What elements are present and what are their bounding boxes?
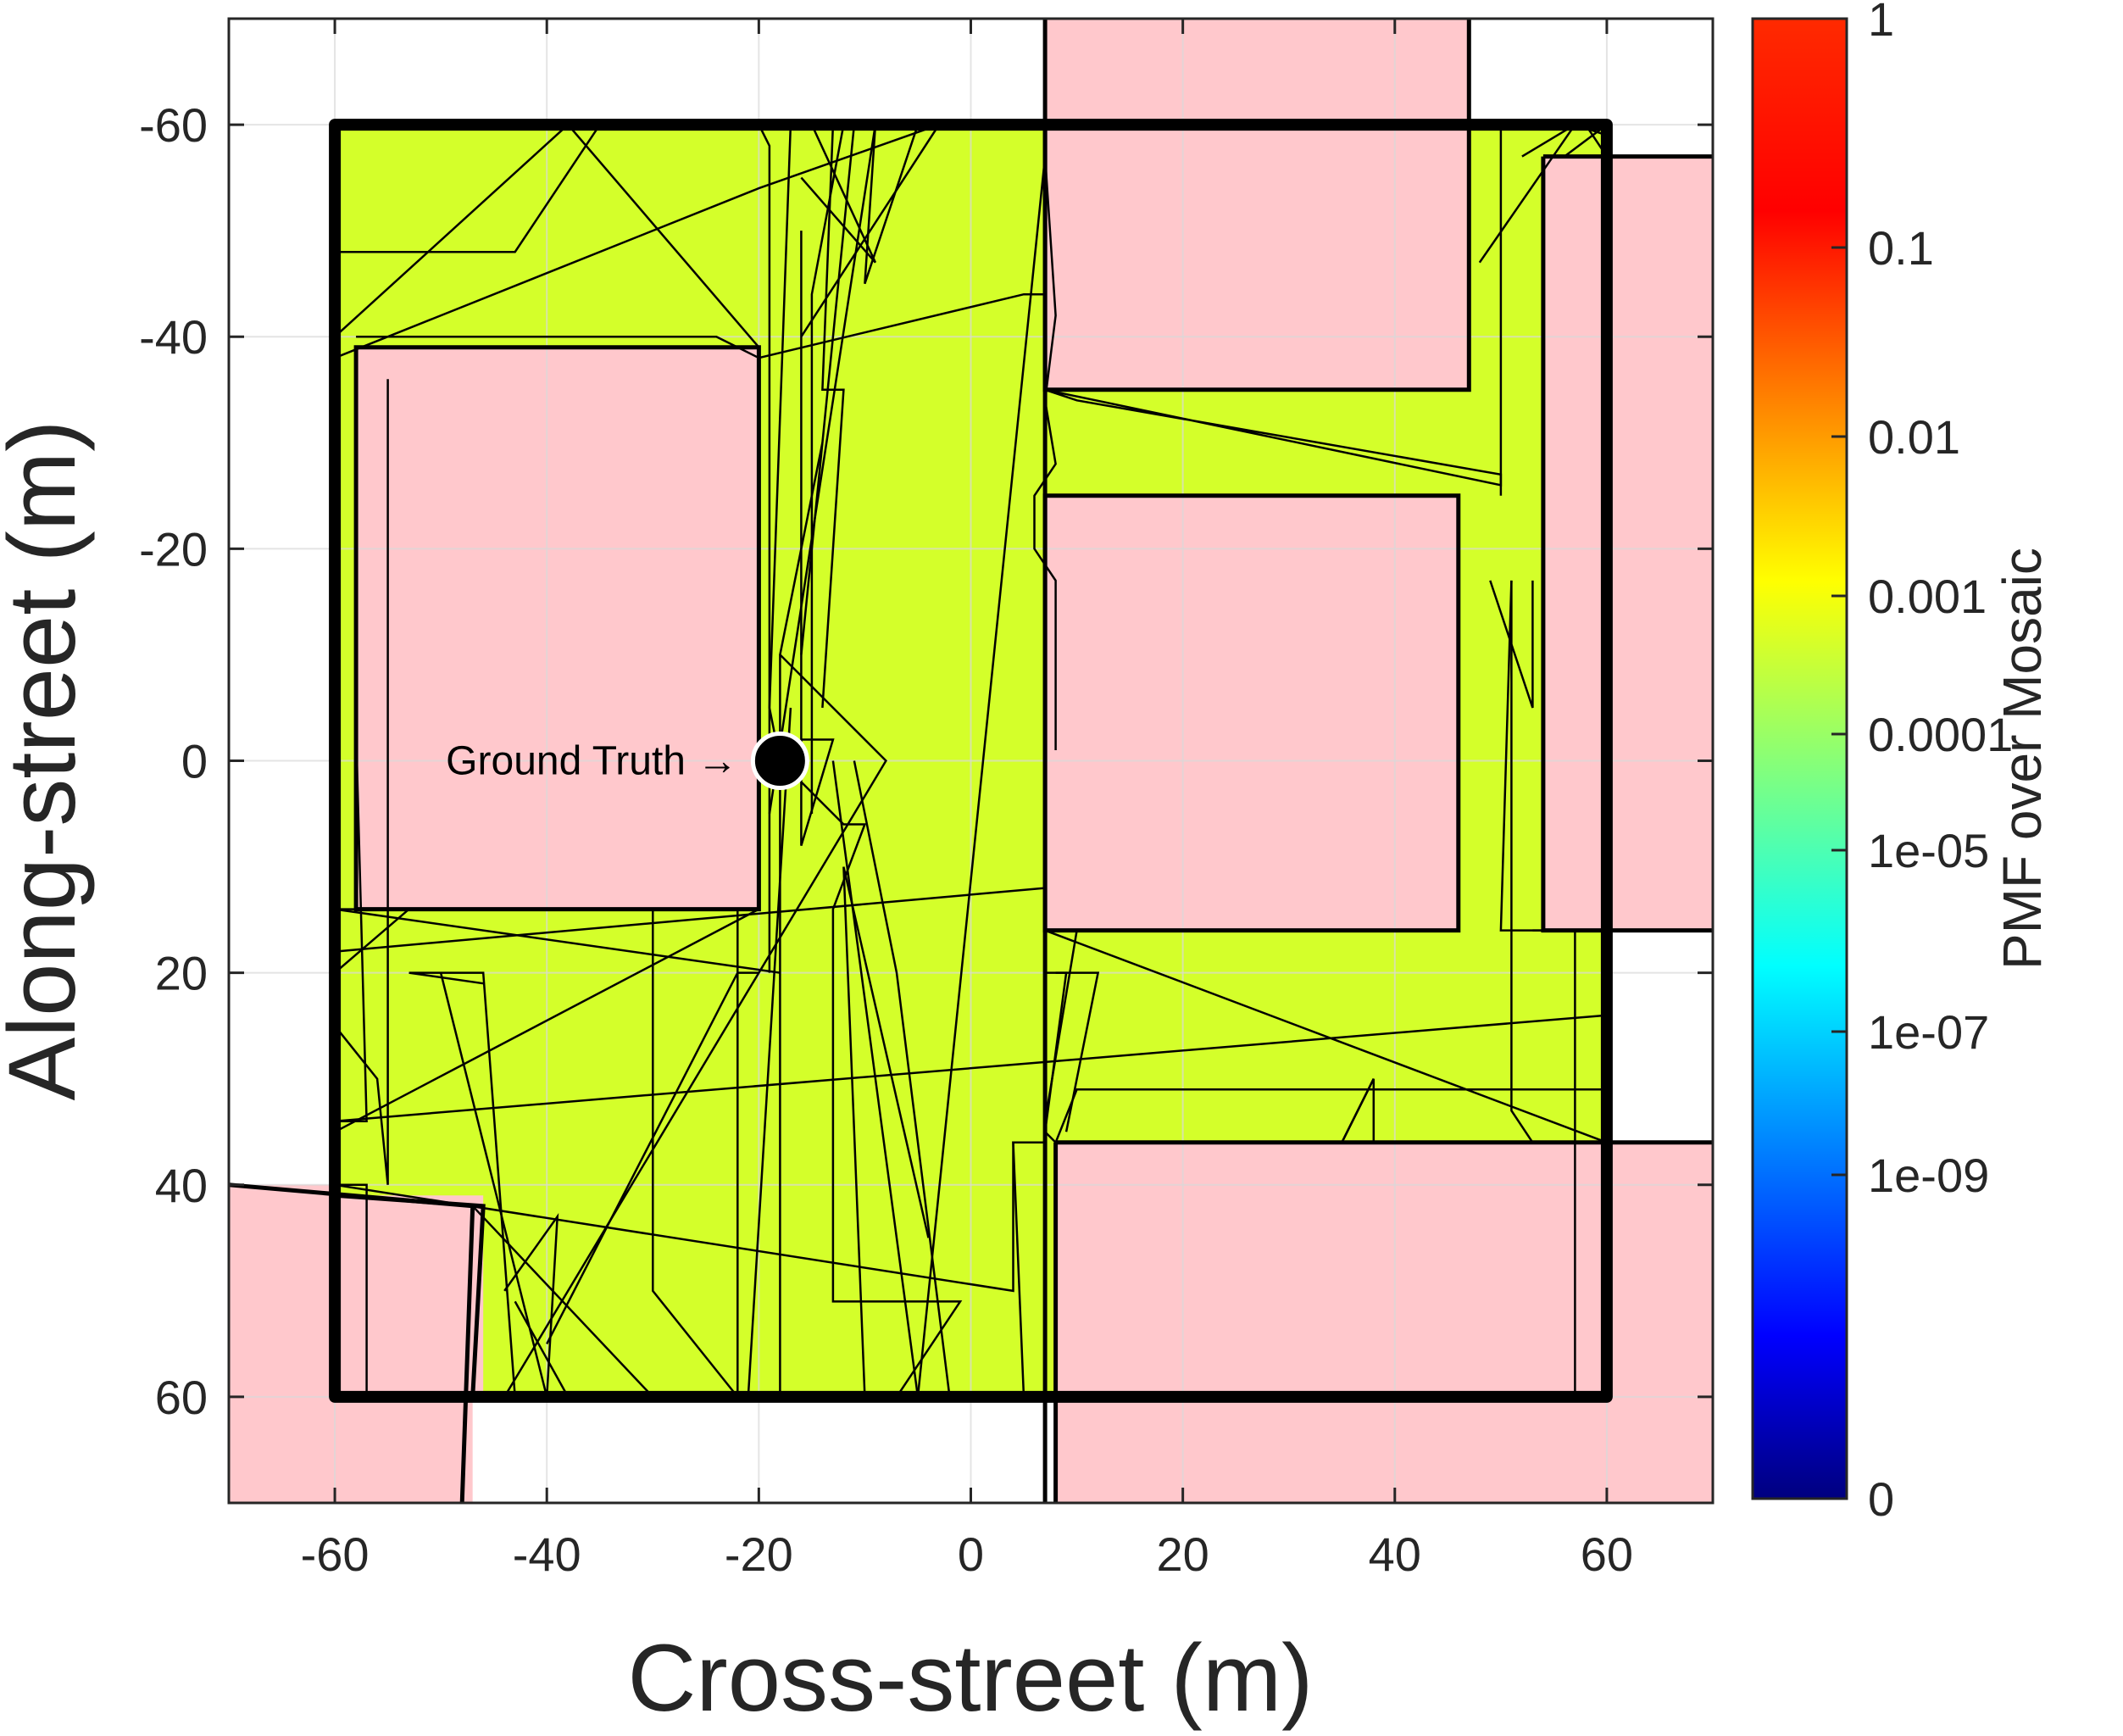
y-axis-ticks: -60 -40 -20 0 20 40 60 <box>139 98 1713 1424</box>
colorbar-tick-label: 1e-07 <box>1868 1005 1989 1059</box>
candidate-path <box>514 1300 570 1398</box>
y-tick-label: 20 <box>155 947 208 1000</box>
colorbar-tick-label: 0.1 <box>1868 221 1934 275</box>
colorbar-tick-label: 1 <box>1868 0 1894 46</box>
building-northeast-inner-overlay <box>1045 125 1470 390</box>
y-tick-label: -40 <box>139 310 208 364</box>
y-tick-label: -60 <box>139 98 208 152</box>
building-outline <box>334 1193 486 1398</box>
building-center-east-block-overlay <box>1045 495 1459 931</box>
candidate-path <box>1510 580 1534 1143</box>
x-tick-label: -60 <box>301 1527 370 1581</box>
candidate-path <box>334 1014 1608 1122</box>
candidate-paths <box>334 123 1610 1399</box>
ground-truth-layer: Ground Truth → <box>446 732 809 790</box>
candidate-path <box>768 125 963 1398</box>
candidate-path <box>842 866 930 1397</box>
candidate-path <box>1054 1088 1607 1143</box>
x-tick-label: 0 <box>958 1527 984 1581</box>
ground-truth-label: Ground Truth → <box>446 739 737 784</box>
candidate-path <box>334 123 940 359</box>
colorbar-tick-label: 0.001 <box>1868 570 1987 623</box>
y-tick-label: 60 <box>155 1371 208 1424</box>
colorbar-tick-label: 1e-05 <box>1868 824 1989 877</box>
mosaic-boundary-line <box>329 119 1613 1403</box>
x-tick-label: -40 <box>513 1527 581 1581</box>
x-tick-label: 20 <box>1156 1527 1209 1581</box>
candidate-path <box>800 231 835 846</box>
colorbar: 1 0.1 0.01 0.001 0.0001 1e-05 1e-07 1e-09 0 PMF … <box>1751 0 2053 1526</box>
x-tick-label: 60 <box>1581 1527 1633 1581</box>
colorbar-tick-label: 0 <box>1868 1472 1894 1526</box>
candidate-path <box>916 156 1057 1398</box>
candidate-path <box>335 124 601 253</box>
building-southeast-inner-overlay <box>1055 1142 1607 1397</box>
candidate-path <box>831 760 920 1398</box>
building-southwest-inner-overlay <box>335 1195 484 1397</box>
plot-area: Ground Truth → <box>227 17 1715 1505</box>
candidate-path <box>408 971 516 1397</box>
candidate-path <box>1055 971 1100 1132</box>
colorbar-tick-label: 1e-09 <box>1868 1149 1989 1202</box>
candidate-path <box>334 908 781 974</box>
colorbar-tick-label: 0.01 <box>1868 410 1960 464</box>
candidate-path <box>747 707 792 1397</box>
candidate-path <box>503 1213 559 1397</box>
colorbar-title: PMF over Mosaic <box>1992 548 2053 970</box>
x-tick-label: 40 <box>1369 1527 1421 1581</box>
candidate-path <box>652 909 739 1398</box>
colorbar-ticks: 1 0.1 0.01 0.001 0.0001 1e-05 1e-07 1e-09 0 <box>1831 0 2013 1526</box>
x-axis-title: Cross-street (m) <box>628 1625 1314 1731</box>
candidate-path <box>1012 1141 1046 1397</box>
y-tick-label: 0 <box>181 735 208 788</box>
candidate-path <box>335 1183 368 1397</box>
candidate-path <box>800 124 877 264</box>
building-outline <box>353 345 761 912</box>
x-axis-ticks: -60 -40 -20 0 20 40 60 <box>301 19 1633 1581</box>
candidate-path <box>334 379 389 1185</box>
building-outline <box>1541 156 1713 933</box>
candidate-path <box>503 442 887 1398</box>
mosaic-boundary <box>329 119 1613 1403</box>
y-tick-label: 40 <box>155 1159 208 1212</box>
building-north-overhang <box>1045 19 1470 125</box>
building-west-block-overlay <box>356 347 759 910</box>
y-axis-title: Along-street (m) <box>0 420 95 1101</box>
candidate-path <box>1489 580 1534 709</box>
colorbar-gradient <box>1751 17 1848 1500</box>
colorbar-tick-label: 0.0001 <box>1868 708 2013 761</box>
building-east-inner-overlay <box>1542 156 1607 931</box>
x-tick-label: -20 <box>725 1527 793 1581</box>
ground-truth-marker <box>750 732 809 790</box>
y-tick-label: -20 <box>139 522 208 576</box>
candidate-path <box>821 125 845 709</box>
